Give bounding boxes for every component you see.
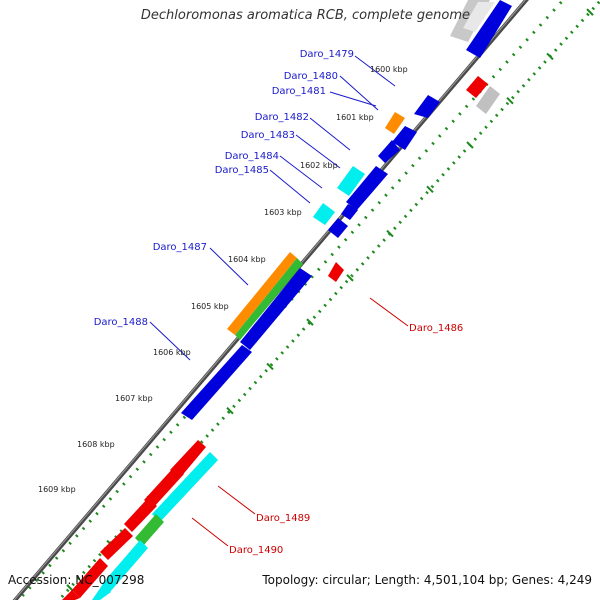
ring-tick — [586, 8, 594, 16]
gene-arrow-cyan-1485[interactable] — [313, 203, 335, 225]
ring-tick — [226, 407, 234, 415]
gene-arrow-red-1489a[interactable] — [170, 440, 206, 478]
gene-label-daro-1483[interactable]: Daro_1483 — [241, 130, 295, 141]
gene-arrow-blue-1483[interactable] — [378, 140, 400, 163]
gene-label-daro-1486[interactable]: Daro_1486 — [409, 323, 463, 334]
gene-arrow-blue-1487[interactable] — [240, 268, 312, 350]
gene-arrow-blue-1485[interactable] — [328, 218, 348, 238]
gene-label-daro-1484[interactable]: Daro_1484 — [225, 151, 279, 162]
gene-arrow-green-1487[interactable] — [235, 258, 303, 340]
gene-label-daro-1481[interactable]: Daro_1481 — [272, 86, 326, 97]
gene-arrow-red[interactable] — [466, 76, 488, 98]
gene-label-daro-1490[interactable]: Daro_1490 — [229, 545, 283, 556]
reverse-label-leaders — [191, 297, 409, 547]
gene-arrow-cyan-1490[interactable] — [102, 540, 148, 592]
gene-arrow-gray[interactable] — [476, 86, 500, 114]
forward-gene-labels: Daro_1479 Daro_1480 Daro_1481 Daro_1482 … — [94, 49, 354, 328]
accession-label: Accession: NC_007298 — [8, 573, 145, 587]
tick-label-1605: 1605 kbp — [191, 302, 229, 311]
ring-tick — [306, 318, 314, 326]
tick-label-1607: 1607 kbp — [115, 394, 153, 403]
gene-label-daro-1480[interactable]: Daro_1480 — [284, 71, 338, 82]
gene-label-daro-1487[interactable]: Daro_1487 — [153, 242, 207, 253]
gene-arrow-red-1490d[interactable] — [62, 590, 80, 600]
tick-label-1601: 1601 kbp — [336, 113, 374, 122]
genome-summary: Topology: circular; Length: 4,501,104 bp… — [262, 573, 592, 587]
forward-label-leaders — [149, 55, 396, 361]
gene-arrow-green-1490[interactable] — [135, 514, 164, 546]
gene-label-daro-1489[interactable]: Daro_1489 — [256, 513, 310, 524]
gene-arrow-red-1490b[interactable] — [100, 528, 133, 560]
gene-arrow-red-1486[interactable] — [328, 262, 344, 282]
reverse-gene-labels: Daro_1486 Daro_1489 Daro_1490 — [229, 323, 463, 556]
gene-arrow-orange-1480[interactable] — [385, 112, 405, 134]
outer-dotted-ring — [16, 0, 566, 600]
gene-arrow-blue-1481[interactable] — [414, 95, 440, 118]
gene-arrow-red-1489b[interactable] — [144, 466, 184, 508]
tick-label-1604: 1604 kbp — [228, 255, 266, 264]
tick-label-1603: 1603 kbp — [264, 208, 302, 217]
gene-arrow-cyan-1483[interactable] — [337, 166, 365, 196]
gene-arrow-blue-1488[interactable] — [181, 345, 252, 420]
tick-label-1602: 1602 kbp — [300, 161, 338, 170]
tick-label-1608: 1608 kbp — [77, 440, 115, 449]
gene-label-daro-1482[interactable]: Daro_1482 — [255, 112, 309, 123]
ring-tick — [546, 52, 554, 61]
tick-label-1606: 1606 kbp — [153, 348, 191, 357]
gene-label-daro-1479[interactable]: Daro_1479 — [300, 49, 354, 60]
forward-strand-genes — [181, 0, 512, 420]
gene-label-daro-1485[interactable]: Daro_1485 — [215, 165, 269, 176]
ring-tick — [66, 584, 74, 592]
gene-arrow-red-1490a[interactable] — [124, 498, 157, 532]
ring-tick — [266, 362, 274, 371]
gene-arrow-gray[interactable] — [463, 2, 495, 32]
kbp-tick-labels: 1600 kbp 1601 kbp 1602 kbp 1603 kbp 1604… — [38, 65, 408, 494]
tick-label-1609: 1609 kbp — [38, 485, 76, 494]
gene-arrow-blue[interactable] — [466, 0, 512, 58]
tick-label-1600: 1600 kbp — [370, 65, 408, 74]
gene-arrow-red-1490c[interactable] — [72, 558, 108, 598]
gene-arrow-blue-1482[interactable] — [392, 126, 417, 150]
ring-tick — [506, 97, 514, 105]
gene-arrow-cyan-1489[interactable] — [152, 452, 218, 522]
gene-arrow-blue-1484b[interactable] — [341, 204, 358, 220]
ring-tick — [346, 274, 354, 282]
map-title: Dechloromonas aromatica RCB, complete ge… — [140, 8, 470, 23]
ring-tick — [466, 141, 474, 149]
gene-arrow-orange-1487[interactable] — [227, 252, 297, 335]
ring-tick — [426, 185, 434, 193]
reverse-strand-genes — [62, 76, 500, 600]
ring-tick — [386, 229, 394, 238]
gene-arrow-blue-1484[interactable] — [346, 166, 388, 210]
gene-label-daro-1488[interactable]: Daro_1488 — [94, 317, 148, 328]
gene-arrow-cyan-1490b[interactable] — [92, 584, 111, 600]
